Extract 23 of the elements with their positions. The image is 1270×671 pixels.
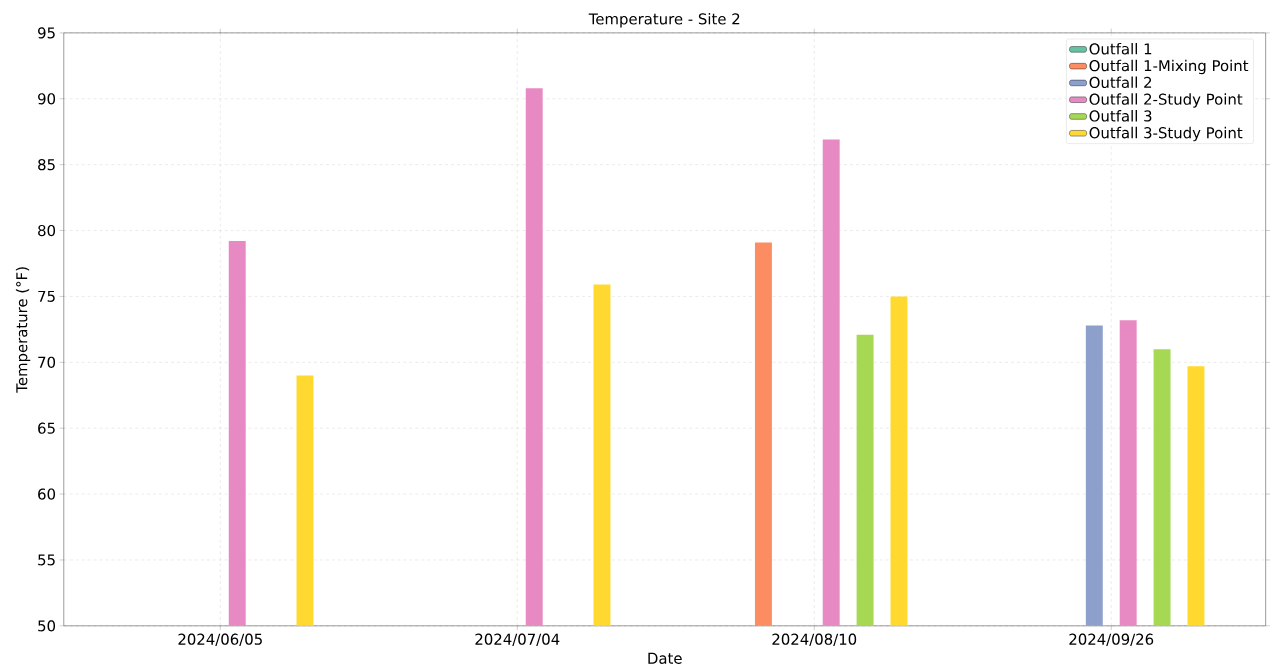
- y-tick-label: 85: [38, 159, 55, 171]
- legend-label: Outfall 2: [1089, 76, 1152, 89]
- legend-label: Outfall 3-Study Point: [1089, 127, 1243, 142]
- y-tick-label: 75: [38, 291, 55, 303]
- y-tick-label: 65: [38, 422, 55, 434]
- y-tick-label: 95: [38, 27, 55, 39]
- y-tick-label: 55: [38, 554, 55, 566]
- legend-label: Outfall 3: [1089, 110, 1152, 122]
- x-axis-title: Date: [648, 653, 682, 665]
- chart-title: Temperature - Site 2: [588, 13, 740, 28]
- y-tick-label: 90: [38, 93, 56, 105]
- legend-label: Outfall 2-Study Point: [1089, 93, 1243, 108]
- legend-label: Outfall 1-Mixing Point: [1089, 59, 1249, 75]
- x-tick-label: 2024/07/04: [475, 633, 560, 647]
- y-tick-label: 70: [38, 356, 56, 369]
- x-tick-label: 2024/08/10: [772, 633, 857, 647]
- y-tick-label: 80: [38, 225, 56, 237]
- y-tick-label: 50: [38, 620, 56, 632]
- x-tick-label: 2024/06/05: [178, 633, 262, 647]
- legend-label: Outfall 1: [1089, 43, 1152, 55]
- y-tick-label: 60: [38, 488, 56, 500]
- y-axis-title: Temperature (°F): [15, 267, 31, 393]
- x-tick-label: 2024/09/26: [1069, 633, 1154, 647]
